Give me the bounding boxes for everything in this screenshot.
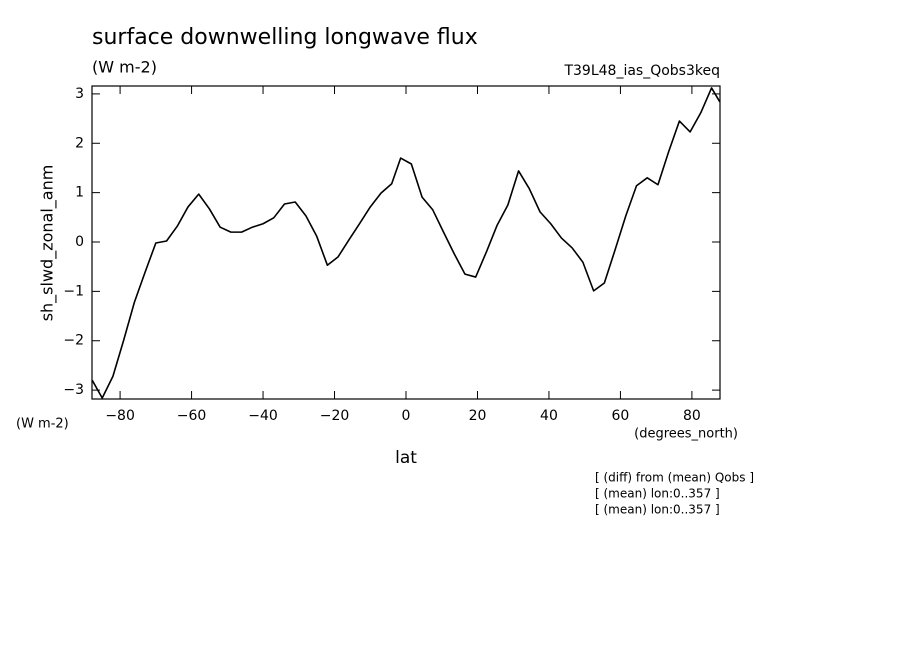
y-axis-label: sh_slwd_zonal_anm (38, 165, 58, 322)
y-tick-label: 3 (75, 86, 84, 102)
footnote: [ (mean) lon:0..357 ] (595, 487, 720, 501)
y-tick-label: −1 (63, 283, 84, 299)
x-axis-label: lat (395, 448, 417, 468)
y-tick-label: 0 (75, 234, 84, 250)
y-tick-label: 2 (75, 135, 84, 151)
footnote: [ (mean) lon:0..357 ] (595, 503, 720, 517)
footnote: [ (diff) from (mean) Qobs ] (595, 471, 754, 485)
chart-title: surface downwelling longwave flux (92, 25, 478, 50)
x-tick-label: −60 (177, 408, 207, 424)
subtitle: (W m-2) (92, 58, 157, 77)
x-tick-label: −20 (320, 408, 350, 424)
x-tick-label: 20 (469, 408, 487, 424)
data-line (91, 87, 721, 399)
x-tick-label: 60 (612, 408, 630, 424)
y-tick-label: −2 (63, 333, 84, 349)
x-tick-label: 40 (540, 408, 558, 424)
x-units: (degrees_north) (634, 427, 738, 442)
annotation: T39L48_ias_Qobs3keq (563, 63, 720, 79)
y-tick-label: 1 (75, 185, 84, 201)
y-units: (W m-2) (16, 417, 69, 432)
x-tick-label: −40 (248, 408, 278, 424)
x-tick-label: 80 (683, 408, 701, 424)
x-tick-label: −80 (105, 408, 135, 424)
y-tick-label: −3 (63, 382, 84, 398)
x-tick-label: 0 (402, 408, 411, 424)
